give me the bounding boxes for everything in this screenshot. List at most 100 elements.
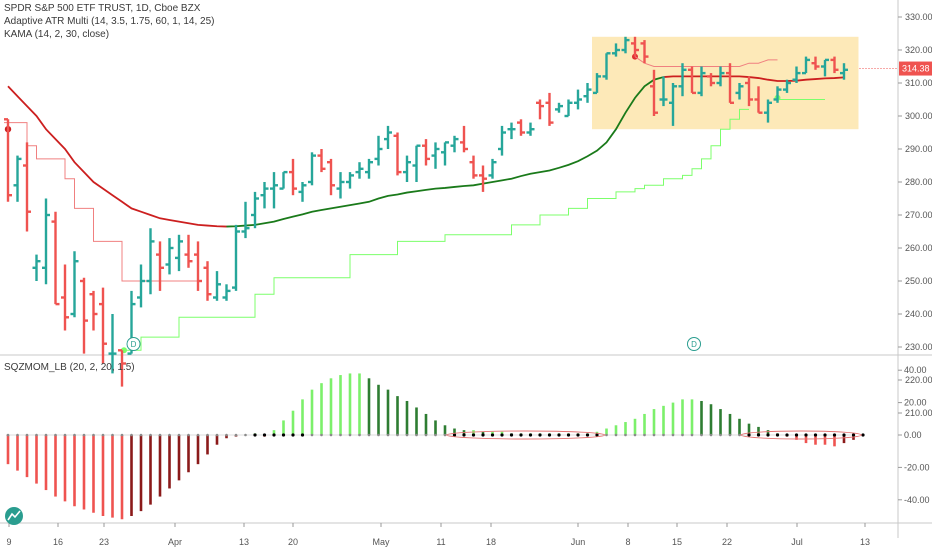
squeeze-dot xyxy=(215,433,219,437)
ohlc-bar xyxy=(840,63,848,80)
squeeze-dot xyxy=(158,433,162,437)
ohlc-bar xyxy=(555,102,563,113)
squeeze-dot xyxy=(25,433,29,437)
time-tick-label: Jun xyxy=(571,537,586,547)
squeeze-dot xyxy=(794,433,799,437)
ohlc-bar xyxy=(146,228,155,295)
ohlc-bar xyxy=(270,172,278,209)
squeeze-dot xyxy=(443,433,447,437)
squeeze-dot xyxy=(63,433,67,437)
squeeze-dot xyxy=(168,433,171,437)
squeeze-dot xyxy=(681,433,684,437)
ohlc-bar xyxy=(640,40,649,64)
squeeze-dot xyxy=(300,433,305,437)
ohlc-bar xyxy=(61,264,69,331)
ohlc-bar xyxy=(631,36,639,57)
ohlc-bar xyxy=(669,83,677,126)
ohlc-bar xyxy=(764,99,772,123)
ohlc-bar xyxy=(488,158,497,179)
squeeze-dot xyxy=(130,433,133,437)
last-price-badge xyxy=(899,61,932,76)
ohlc-bar xyxy=(51,211,60,306)
squeeze-dot xyxy=(823,433,827,437)
time-tick-label: 18 xyxy=(486,537,496,547)
dividend-marker-circle xyxy=(126,337,141,351)
squeeze-dot xyxy=(415,433,418,437)
price-tick-label: 230.00 xyxy=(905,342,932,352)
ohlc-bar xyxy=(336,172,345,199)
squeeze-dot xyxy=(44,433,48,437)
ohlc-bar xyxy=(574,89,582,110)
ohlc-bar xyxy=(688,66,696,95)
ohlc-bar xyxy=(536,99,544,120)
squeeze-dot xyxy=(557,433,561,437)
ohlc-bar xyxy=(441,141,449,166)
ohlc-bar xyxy=(735,83,744,100)
ohlc-bar xyxy=(4,118,12,202)
price-tick-label: 320.00 xyxy=(905,45,932,55)
ohlc-bar xyxy=(650,69,658,116)
dividend-marker-label: D xyxy=(131,340,137,349)
last-price-label: 314.38 xyxy=(902,64,930,74)
price-tick-label: 260.00 xyxy=(905,243,932,253)
ohlc-bar xyxy=(821,58,829,77)
tradingview-logo xyxy=(5,507,23,525)
ohlc-bar xyxy=(279,170,288,190)
price-tick-label: 220.00 xyxy=(905,375,932,385)
squeeze-dot xyxy=(509,433,514,437)
price-tick-label: 310.00 xyxy=(905,78,932,88)
squeeze-dot xyxy=(490,433,495,437)
ohlc-bar xyxy=(564,99,573,118)
squeeze-dot xyxy=(310,433,314,437)
ohlc-bar xyxy=(156,241,164,291)
squeeze-dot xyxy=(396,433,399,437)
osc-tick-label: 20.00 xyxy=(904,398,927,408)
squeeze-dot xyxy=(832,433,837,437)
squeeze-dot xyxy=(187,433,190,437)
ohlc-bar xyxy=(479,165,487,192)
ohlc-bar xyxy=(830,56,839,74)
ohlc-bar xyxy=(450,135,459,153)
squeeze-dot xyxy=(766,433,770,437)
time-tick-label: 22 xyxy=(722,537,732,547)
price-tick-label: 300.00 xyxy=(905,111,932,121)
time-tick-label: 15 xyxy=(672,537,682,547)
ohlc-bar xyxy=(222,284,231,301)
squeeze-dot xyxy=(358,433,361,437)
price-tick-label: 250.00 xyxy=(905,276,932,286)
osc-tick-label: -40.00 xyxy=(904,495,930,505)
squeeze-dot xyxy=(813,433,818,437)
squeeze-dot xyxy=(738,433,741,437)
price-tick-label: 290.00 xyxy=(905,144,932,154)
ohlc-bar xyxy=(593,73,601,95)
time-tick-label: 11 xyxy=(436,537,445,547)
kama-line-red xyxy=(7,85,227,228)
atr-stop-up-line xyxy=(122,108,749,351)
ohlc-bar xyxy=(384,125,392,149)
squeeze-dot xyxy=(566,433,571,437)
squeeze-dot xyxy=(244,433,247,437)
squeeze-dot xyxy=(120,433,124,437)
legend-sqzmom: SQZMOM_LB (20, 2, 20, 1.5) xyxy=(4,362,135,373)
squeeze-dot xyxy=(54,433,57,437)
time-tick-label: Jul xyxy=(791,537,803,547)
squeeze-dot xyxy=(291,433,295,437)
ohlc-bar xyxy=(792,66,801,83)
ohlc-bar xyxy=(612,43,620,57)
squeeze-dot xyxy=(690,433,694,437)
time-tick-label: 9 xyxy=(6,537,11,547)
squeeze-dot xyxy=(595,433,599,437)
time-tick-label: 16 xyxy=(53,537,63,547)
squeeze-dot xyxy=(662,433,665,437)
squeeze-ellipse xyxy=(446,430,606,440)
squeeze-dot xyxy=(576,433,580,437)
ohlc-bar xyxy=(726,63,734,105)
ohlc-bar xyxy=(241,201,250,239)
ohlc-bar xyxy=(422,139,430,166)
osc-tick-label: -20.00 xyxy=(904,462,930,472)
legend-kama: KAMA (14, 2, 30, close) xyxy=(4,29,110,40)
legend-symbol: SPDR S&P 500 ETF TRUST, 1D, Cboe BZX xyxy=(4,3,201,14)
logo-glyph xyxy=(7,510,21,521)
squeeze-dot xyxy=(700,433,703,437)
